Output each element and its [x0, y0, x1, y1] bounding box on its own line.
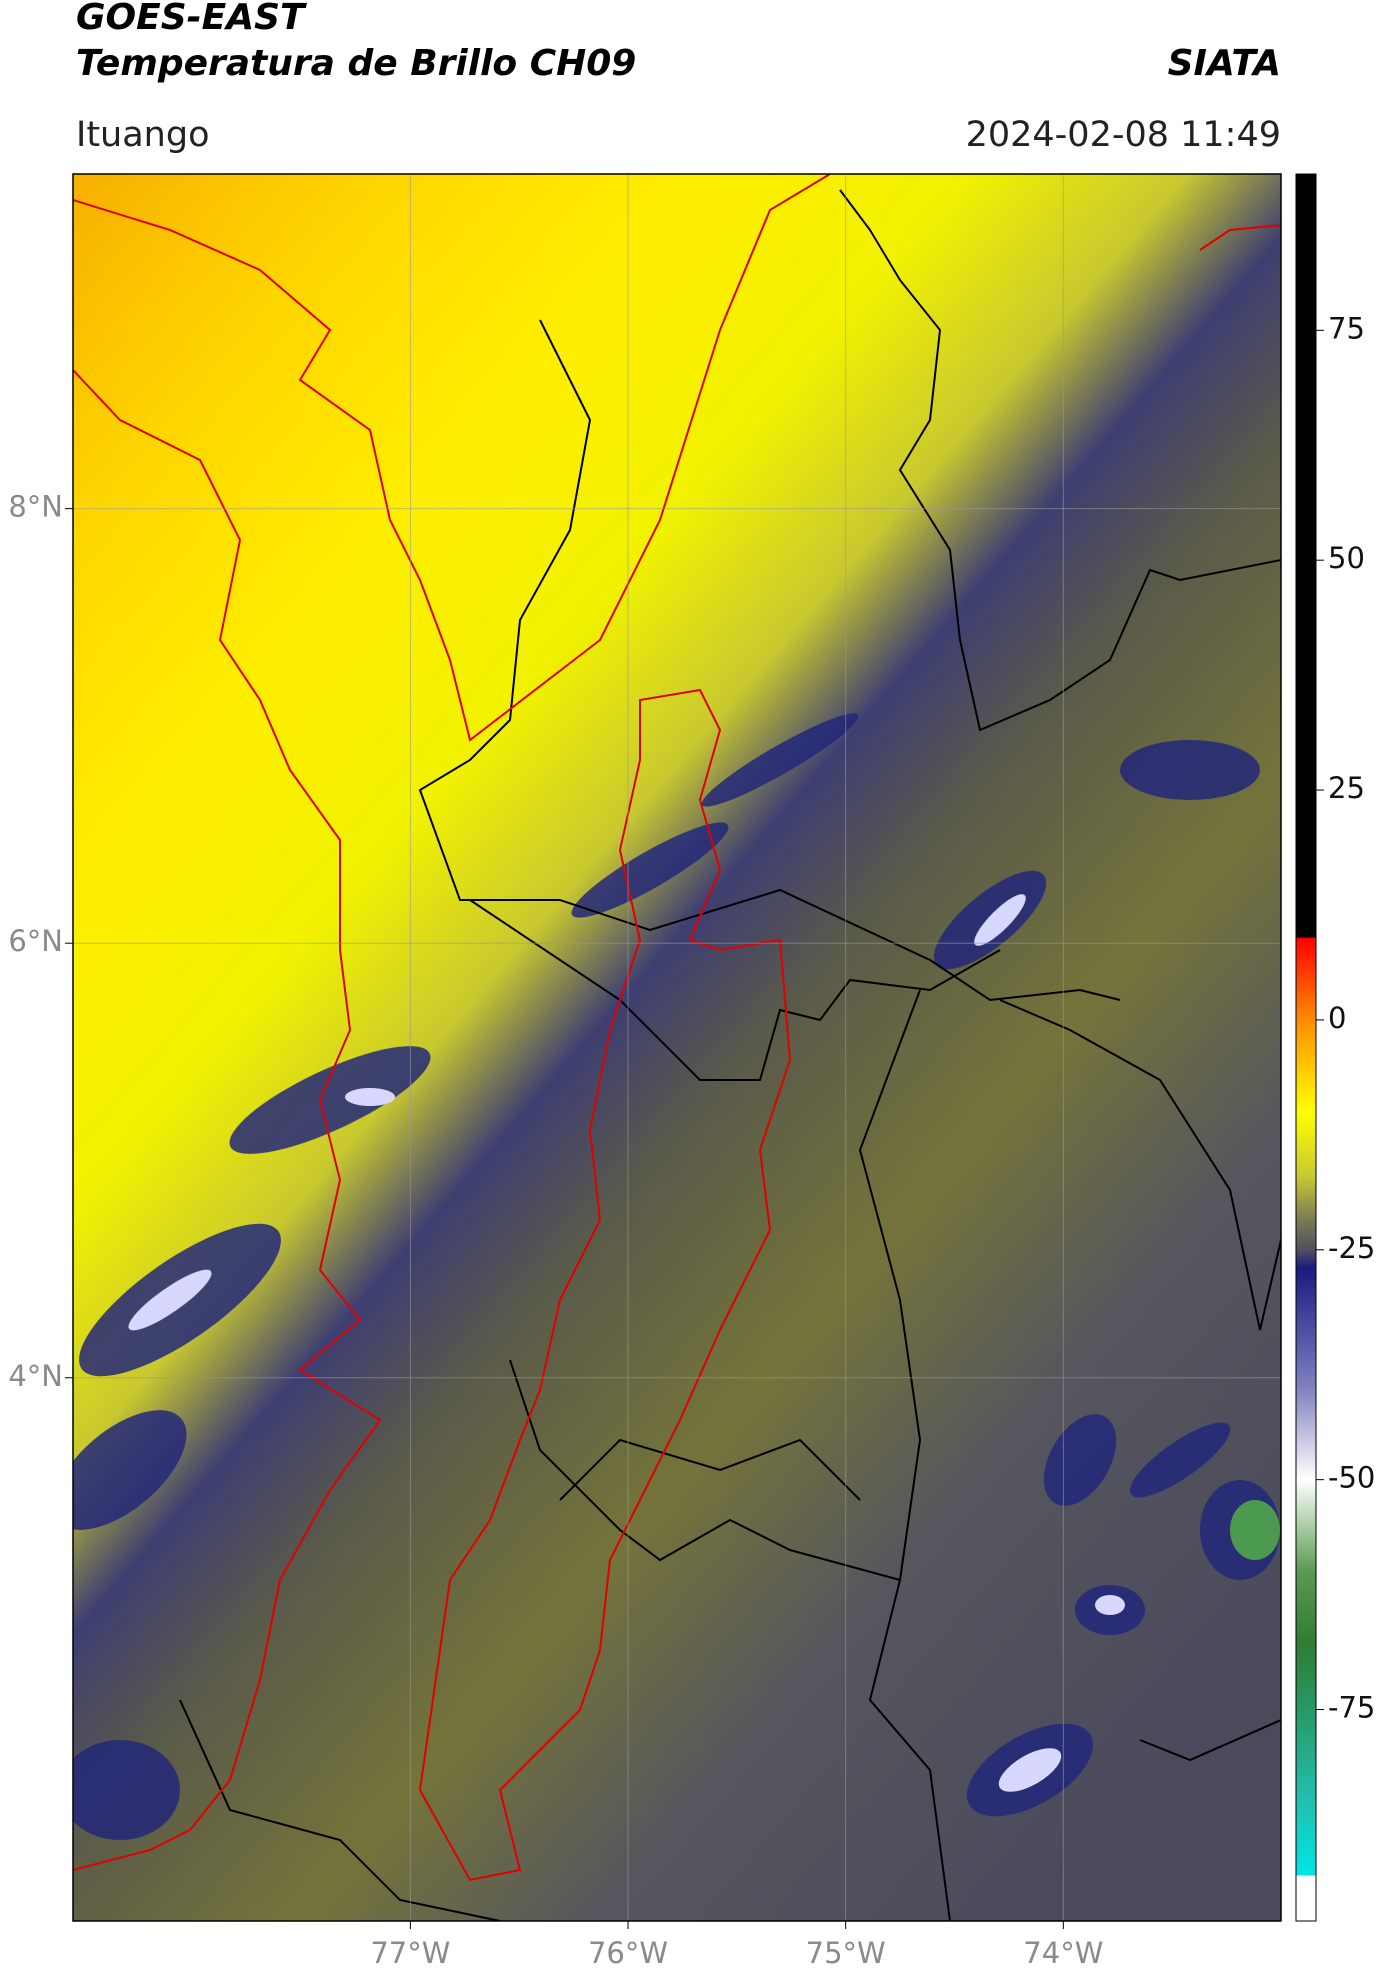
coastline	[73, 174, 1281, 1871]
very-cold-clouds	[128, 894, 1280, 1792]
map-frame	[72, 173, 1282, 1922]
location: Ituango	[76, 115, 210, 155]
ituango-region	[418, 688, 792, 1882]
y-tick-label: 6°N	[8, 924, 63, 958]
colorbar-tick-label: -25	[1328, 1231, 1375, 1265]
colorbar-tick-label: 75	[1328, 311, 1365, 345]
colorbar-tick-label: 50	[1328, 541, 1365, 575]
y-tick-label: 8°N	[8, 490, 63, 524]
colorbar-tick-label: 0	[1328, 1001, 1346, 1035]
title: GOES-EAST	[76, 0, 307, 38]
x-tick-label: 75°W	[806, 1936, 886, 1970]
x-tick-label: 76°W	[588, 1936, 668, 1970]
map	[73, 174, 1281, 1921]
borders	[179, 189, 1281, 1921]
y-tick-label: 4°N	[8, 1359, 63, 1393]
x-tick-label: 77°W	[370, 1936, 450, 1970]
brand: SIATA	[1168, 43, 1281, 84]
colorbar	[1295, 173, 1317, 1922]
datetime: 2024-02-08 11:49	[966, 115, 1281, 155]
colorbar-tick-label: 25	[1328, 771, 1365, 805]
colorbar-tick-label: -50	[1328, 1461, 1375, 1495]
subtitle: Temperatura de Brillo CH09	[76, 43, 636, 84]
colorbar-tick-label: -75	[1328, 1691, 1375, 1725]
x-tick-label: 74°W	[1023, 1936, 1103, 1970]
